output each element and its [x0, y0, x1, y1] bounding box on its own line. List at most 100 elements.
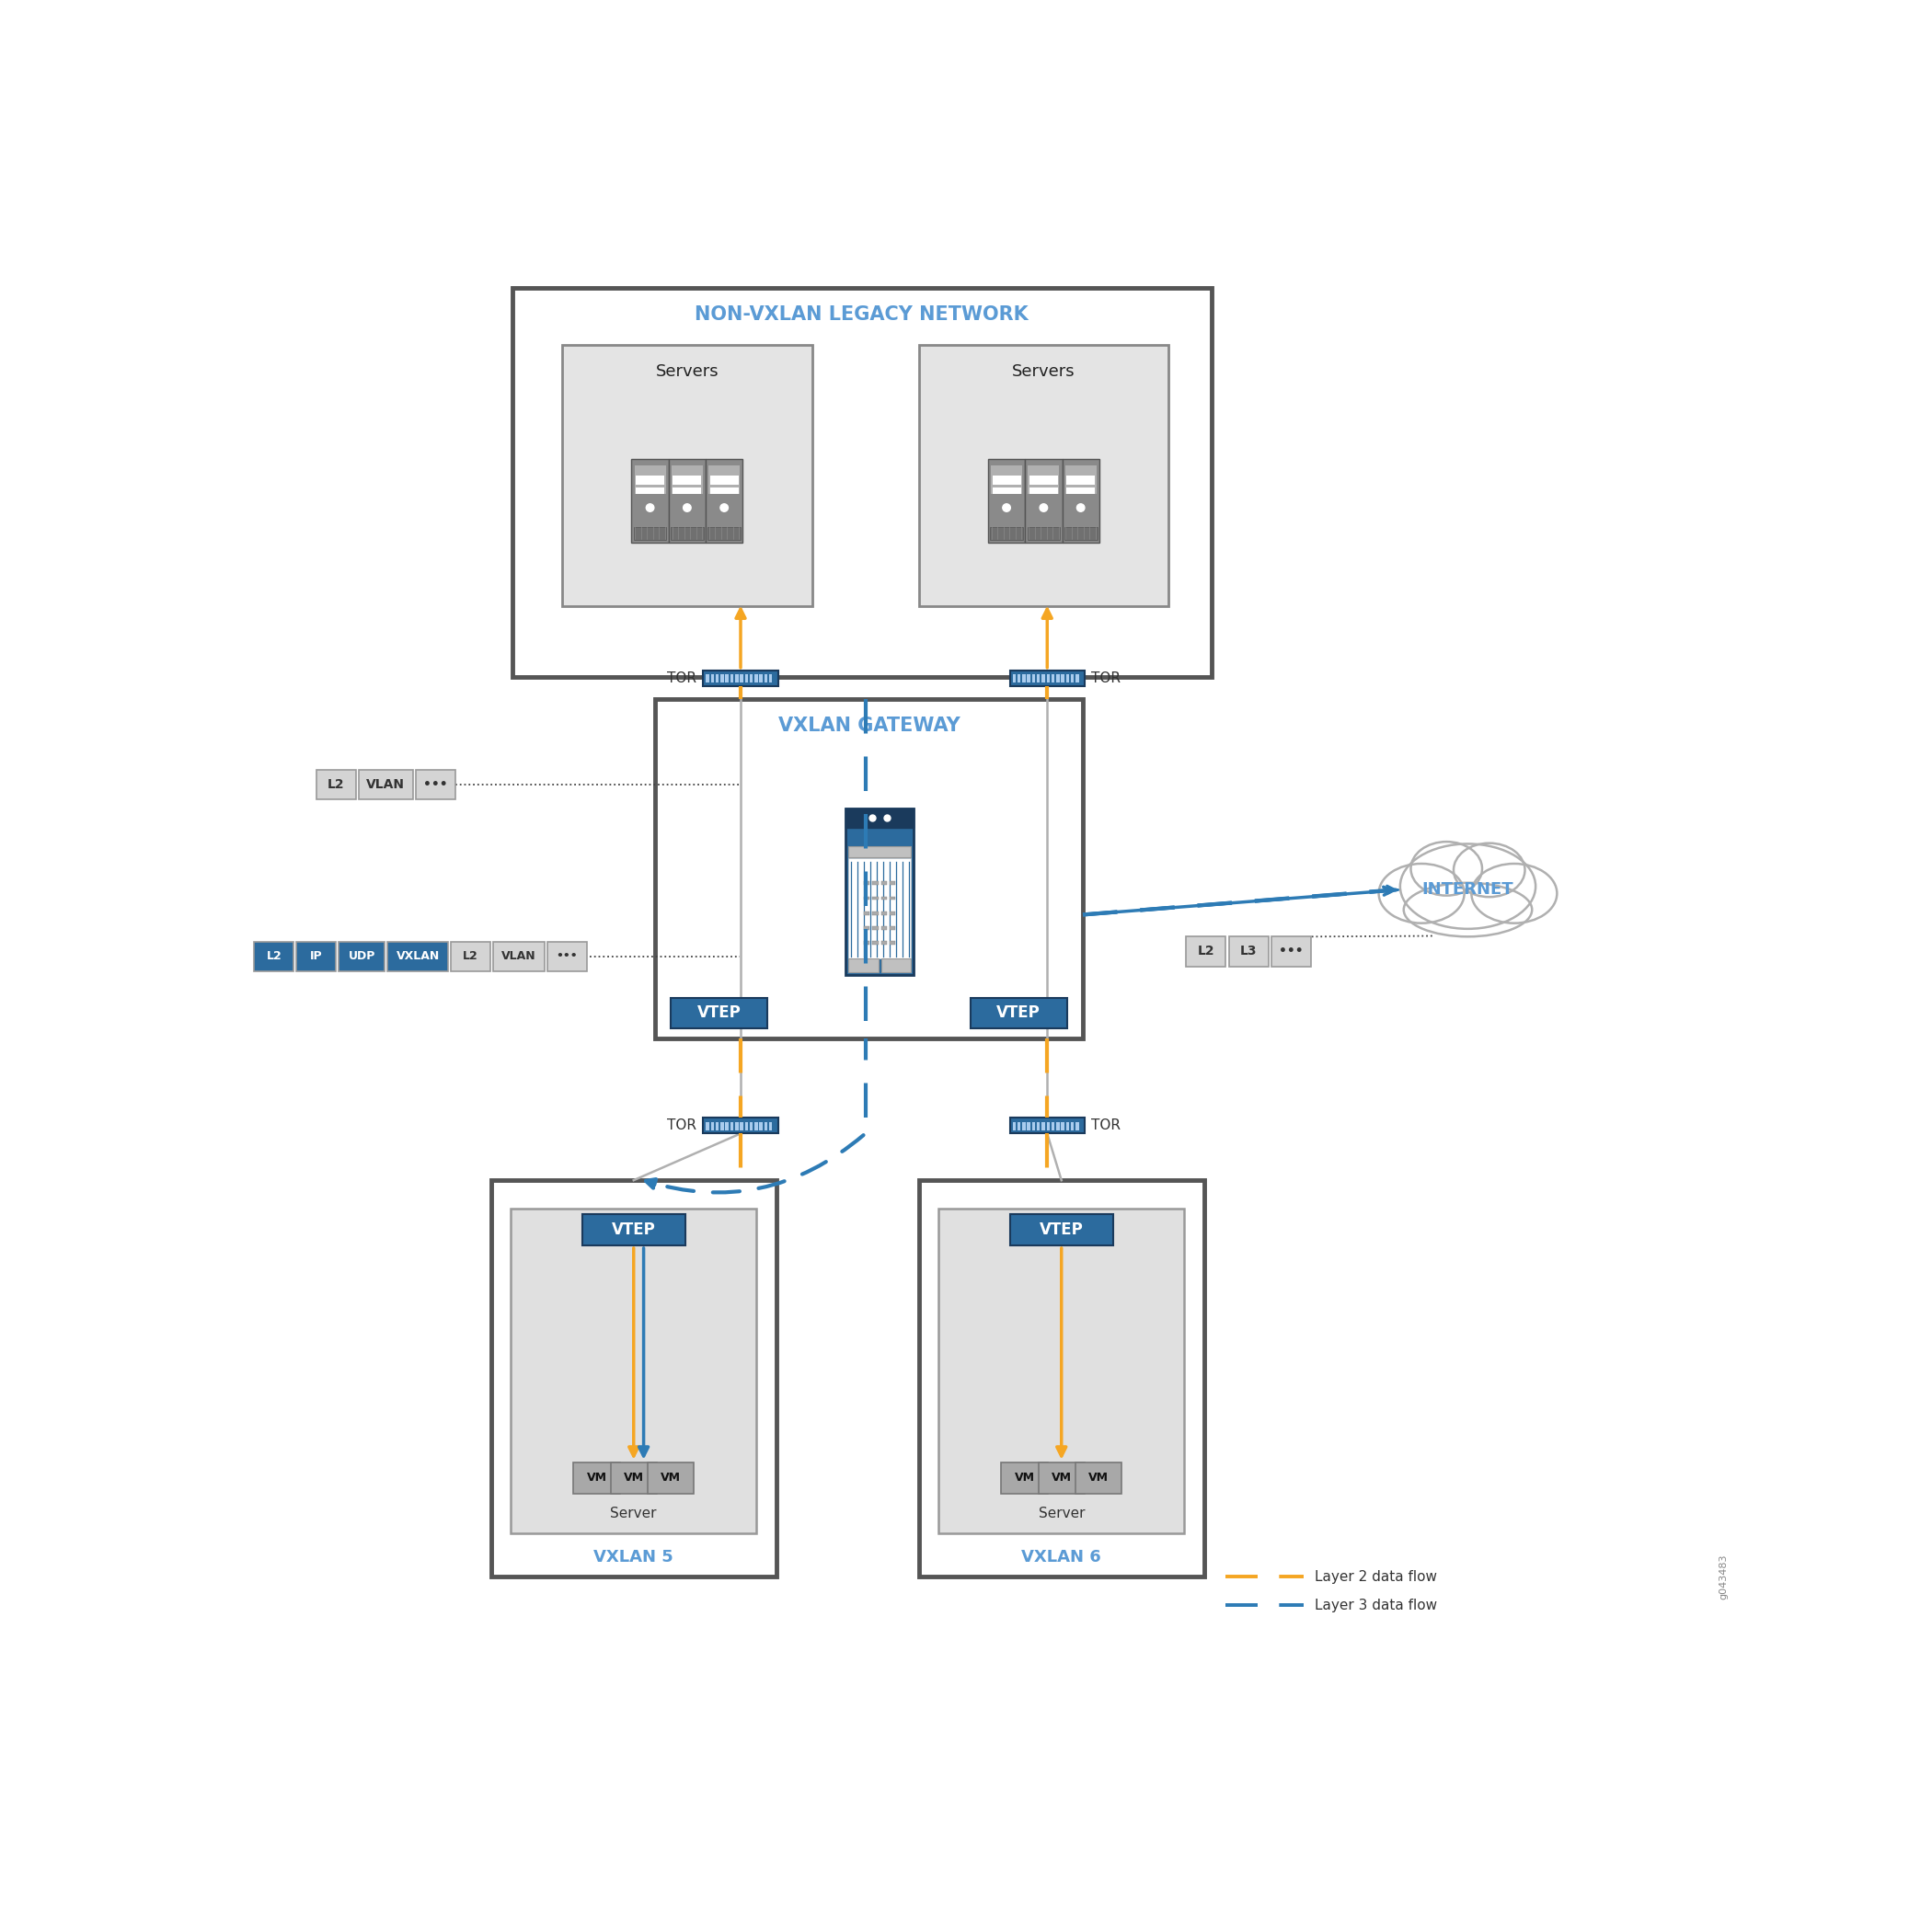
Text: Layer 2 data flow: Layer 2 data flow	[1314, 1570, 1437, 1584]
Bar	[338, 942, 384, 971]
Bar	[1012, 1122, 1016, 1130]
Bar	[873, 927, 879, 931]
Bar	[547, 942, 587, 971]
Bar	[881, 912, 887, 915]
Bar	[993, 477, 1020, 484]
Bar	[672, 465, 703, 494]
Bar	[987, 460, 1026, 542]
Bar	[881, 927, 887, 931]
Text: VTEP: VTEP	[1039, 1222, 1084, 1239]
Bar	[1030, 477, 1059, 484]
Text: TOR: TOR	[667, 1118, 696, 1132]
Bar	[611, 1463, 657, 1494]
Bar	[1037, 1463, 1084, 1494]
Text: IP: IP	[309, 950, 323, 963]
Bar	[1026, 460, 1063, 542]
Text: •••: •••	[423, 777, 448, 791]
Bar	[1057, 674, 1059, 684]
Text: L2: L2	[1198, 946, 1215, 958]
Bar	[1066, 1122, 1068, 1130]
Bar	[991, 465, 1022, 494]
Bar	[1022, 674, 1026, 684]
Bar	[711, 1122, 715, 1130]
Bar	[989, 527, 1022, 540]
Bar	[1070, 674, 1074, 684]
Bar	[846, 808, 914, 975]
Text: TOR: TOR	[1092, 1118, 1121, 1132]
Text: NON-VXLAN LEGACY NETWORK: NON-VXLAN LEGACY NETWORK	[696, 306, 1028, 324]
Text: TOR: TOR	[1092, 672, 1121, 686]
Bar	[889, 927, 895, 931]
Bar	[765, 674, 767, 684]
Bar	[734, 1122, 738, 1130]
Bar	[415, 770, 456, 799]
Bar	[452, 942, 491, 971]
Text: VM: VM	[587, 1473, 607, 1484]
Bar	[920, 1180, 1204, 1576]
Text: VTEP: VTEP	[997, 1005, 1041, 1021]
Bar	[1018, 1122, 1020, 1130]
Bar	[512, 287, 1211, 678]
Bar	[1032, 674, 1036, 684]
Bar	[1022, 1122, 1026, 1130]
Text: VTEP: VTEP	[612, 1222, 655, 1239]
Bar	[1028, 1122, 1030, 1130]
Text: VLAN: VLAN	[367, 777, 406, 791]
Bar	[1066, 488, 1095, 494]
Bar	[873, 942, 879, 944]
Bar	[668, 460, 705, 542]
Text: •••: •••	[1279, 946, 1304, 958]
Bar	[711, 674, 715, 684]
Bar	[724, 1122, 728, 1130]
Bar	[1063, 460, 1099, 542]
Ellipse shape	[1472, 864, 1557, 923]
Bar	[1041, 674, 1045, 684]
FancyArrowPatch shape	[645, 1136, 864, 1193]
Bar	[864, 942, 869, 944]
Bar	[889, 896, 895, 900]
Bar	[510, 1208, 755, 1532]
Bar	[846, 808, 914, 829]
Bar	[715, 1122, 719, 1130]
Bar	[864, 896, 869, 900]
Text: •••: •••	[556, 950, 578, 963]
Text: Server: Server	[1037, 1507, 1084, 1521]
Bar	[709, 465, 740, 494]
Bar	[1010, 1214, 1113, 1245]
Bar	[296, 942, 336, 971]
Bar	[769, 1122, 773, 1130]
Bar	[670, 527, 703, 540]
Ellipse shape	[1401, 845, 1536, 929]
Text: L2: L2	[327, 777, 344, 791]
Bar	[1186, 936, 1225, 967]
Circle shape	[645, 504, 653, 511]
Bar	[1047, 674, 1049, 684]
Bar	[740, 1122, 744, 1130]
Bar	[734, 674, 738, 684]
Bar	[746, 1122, 748, 1130]
Bar	[724, 674, 728, 684]
Bar	[1057, 1122, 1059, 1130]
Text: VM: VM	[1088, 1473, 1109, 1484]
Bar	[1271, 936, 1312, 967]
Text: VM: VM	[624, 1473, 643, 1484]
Text: L2: L2	[267, 950, 282, 963]
Bar	[636, 477, 665, 484]
Bar	[1076, 674, 1078, 684]
Bar	[1018, 674, 1020, 684]
Bar	[491, 1180, 777, 1576]
Text: VXLAN GATEWAY: VXLAN GATEWAY	[779, 716, 960, 735]
Bar	[1037, 1122, 1039, 1130]
Bar	[647, 1463, 694, 1494]
Bar	[970, 998, 1066, 1028]
Bar	[848, 959, 879, 973]
Text: Servers: Servers	[655, 364, 719, 379]
Text: INTERNET: INTERNET	[1422, 881, 1513, 898]
Text: VM: VM	[661, 1473, 680, 1484]
Circle shape	[1039, 504, 1047, 511]
Text: Layer 3 data flow: Layer 3 data flow	[1314, 1599, 1437, 1612]
Bar	[881, 881, 887, 885]
Circle shape	[721, 504, 728, 511]
Bar	[317, 770, 355, 799]
Bar	[889, 881, 895, 885]
